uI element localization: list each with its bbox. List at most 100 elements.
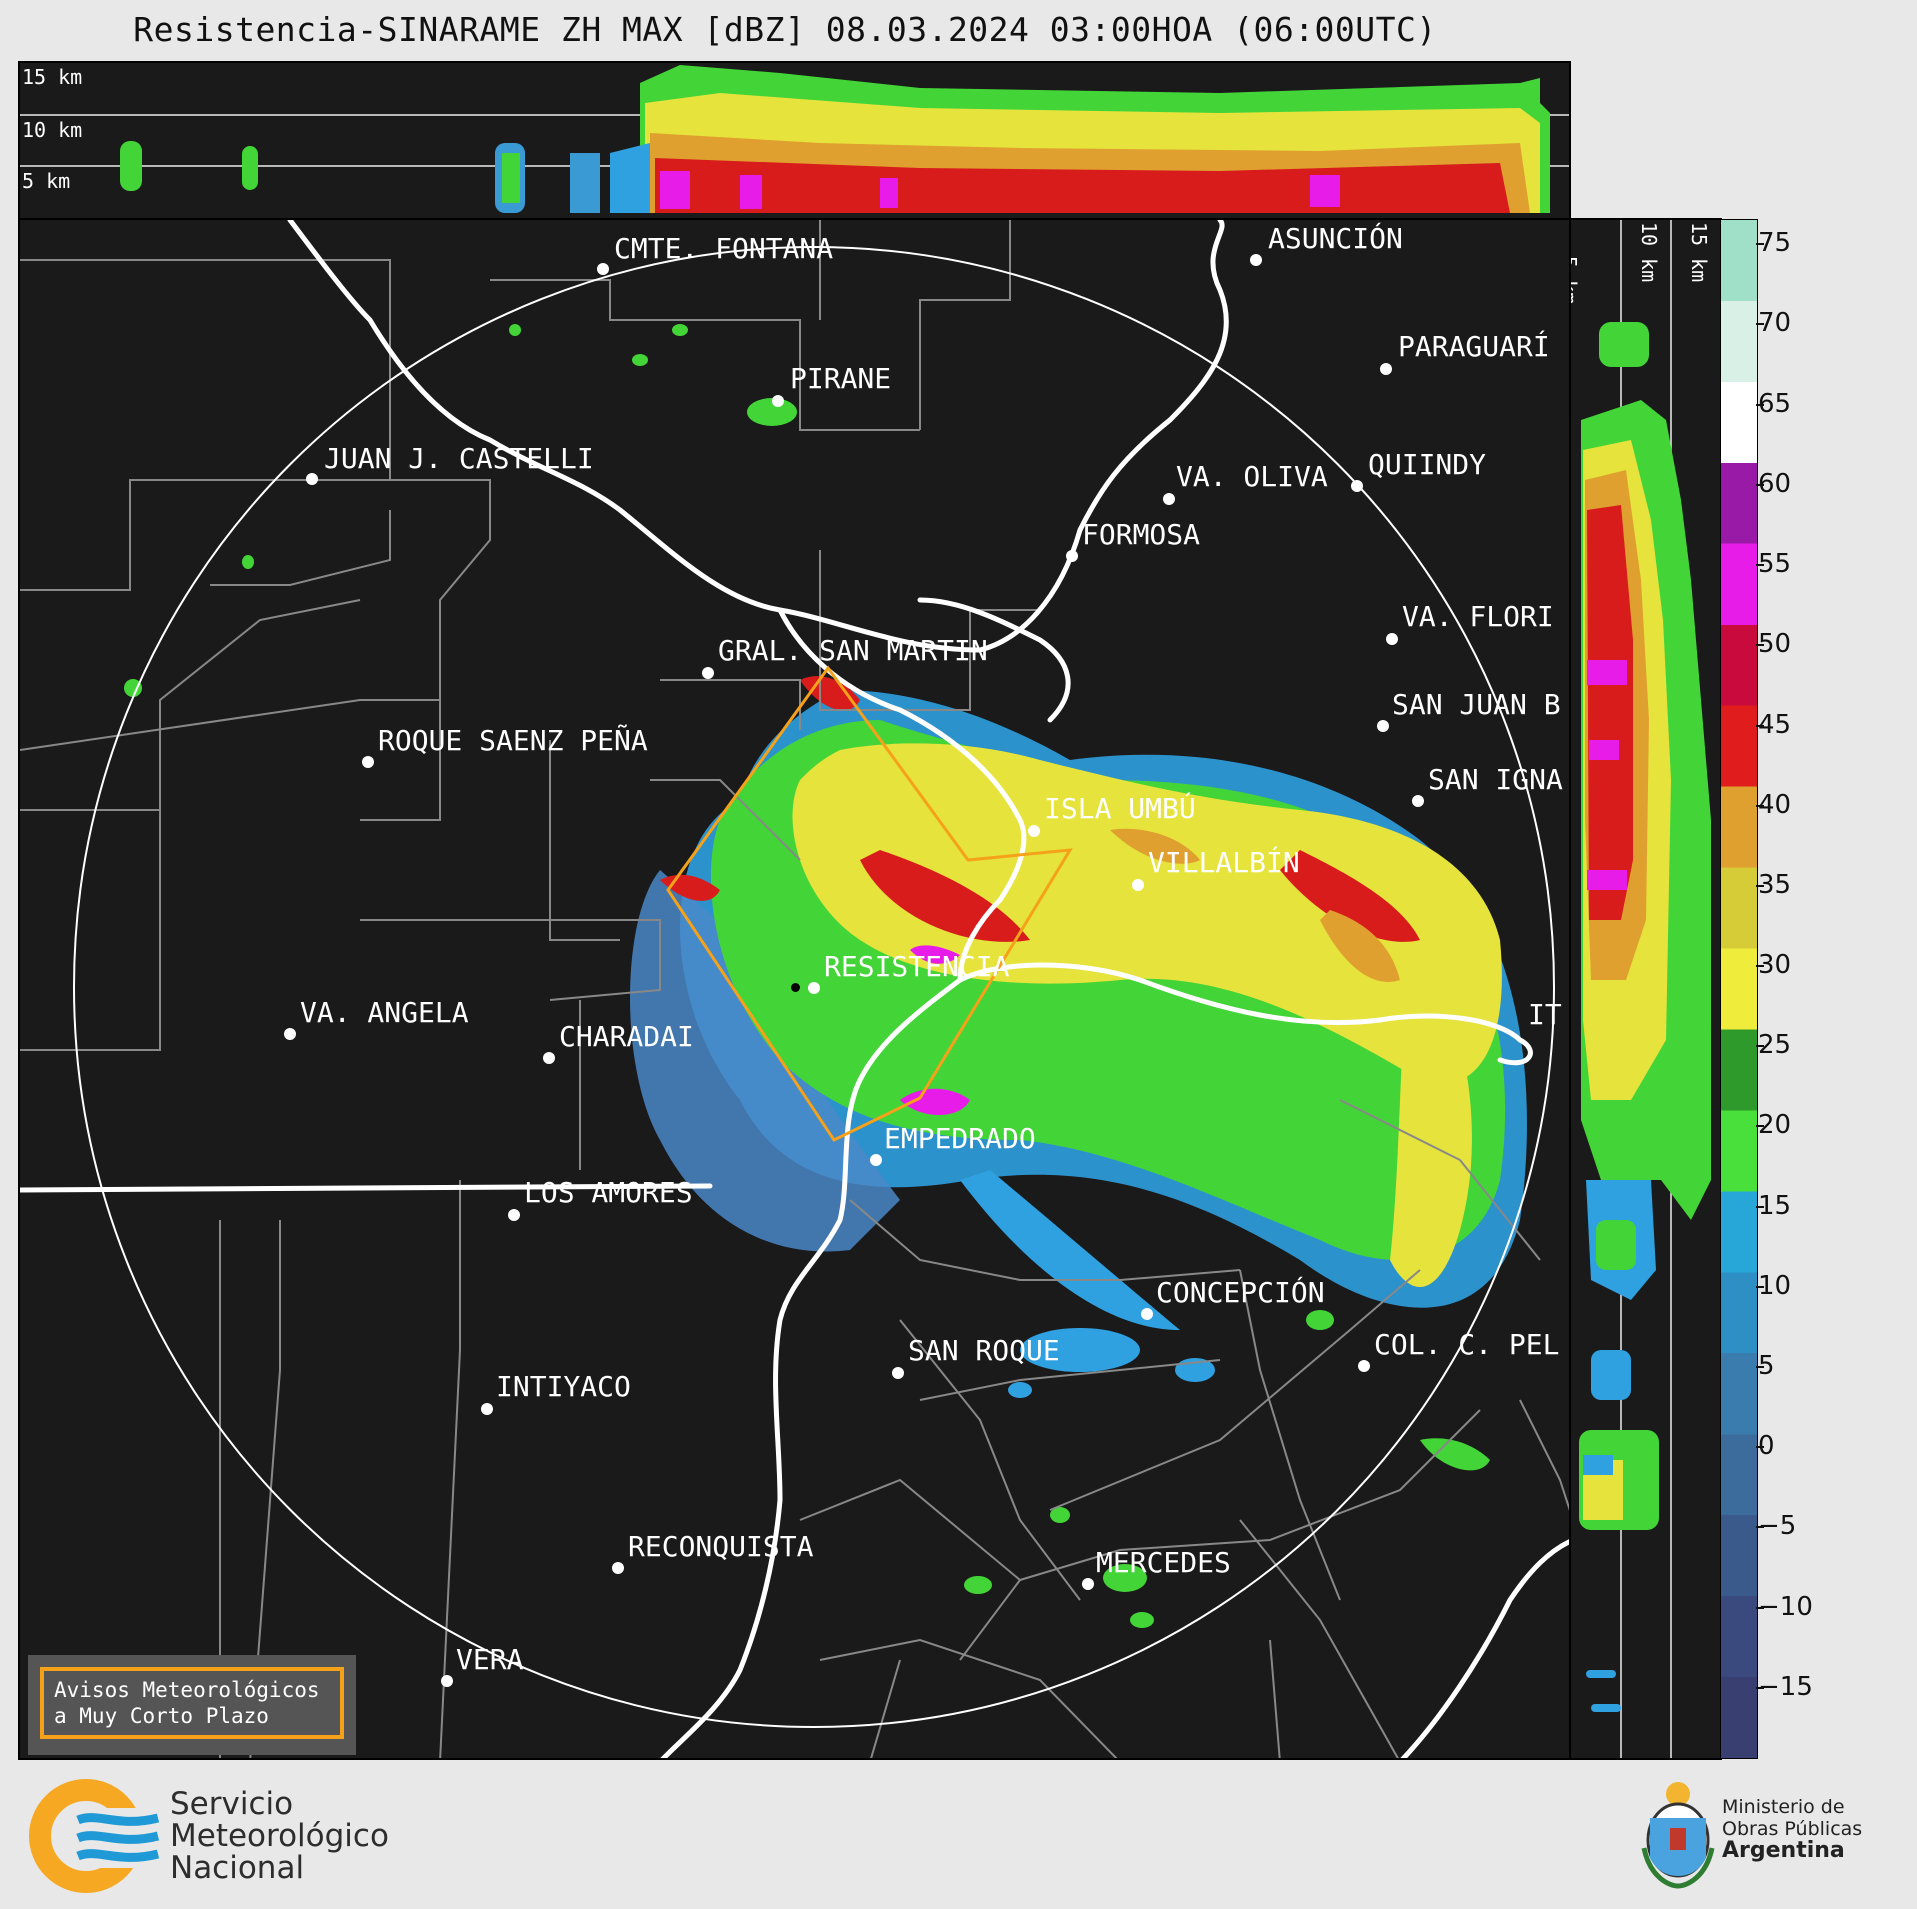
side-height-label-15: 15 km	[1687, 222, 1711, 283]
city-dot	[1066, 550, 1078, 562]
smn-line-1: Servicio	[170, 1786, 294, 1822]
city-label-pirane: PIRANE	[790, 362, 892, 395]
city-label-gral-san-martin: GRAL. SAN MARTIN	[718, 634, 988, 667]
radar-range-ring	[73, 246, 1555, 1728]
top-height-label-15: 15 km	[22, 65, 83, 89]
colorbar-tick-50: 50	[1755, 629, 1792, 659]
city-dot	[1380, 363, 1392, 375]
colorbar-tick-15: 15	[1755, 1191, 1792, 1221]
city-dot	[543, 1052, 555, 1064]
city-label-intiyaco: INTIYACO	[496, 1370, 631, 1403]
smn-emblem-icon	[29, 1779, 160, 1893]
colorbar-tick-40: 40	[1755, 790, 1792, 820]
city-dot	[612, 1562, 624, 1574]
side-section-echoes	[1579, 220, 1711, 1758]
notice-box: Avisos Meteorológicos a Muy Corto Plazo	[28, 1655, 356, 1755]
reflectivity-colorbar	[1720, 219, 1758, 1759]
city-dot	[1386, 633, 1398, 645]
city-label-resistencia: RESISTENCIA	[824, 950, 1010, 983]
colorbar-tick-75: 75	[1755, 228, 1792, 258]
city-dot	[1028, 825, 1040, 837]
colorbar-tick-55: 55	[1755, 549, 1792, 579]
ministry-logo-text: Ministerio de Obras Públicas Argentina	[1722, 1796, 1862, 1862]
city-dot	[1141, 1308, 1153, 1320]
city-label-juan-j-castelli: JUAN J. CASTELLI	[324, 442, 594, 475]
city-label-charadai: CHARADAI	[559, 1020, 694, 1053]
city-dot	[284, 1028, 296, 1040]
city-dot	[702, 667, 714, 679]
city-label-concepcion: CONCEPCIÓN	[1156, 1276, 1325, 1309]
ministry-logo: Ministerio de Obras Públicas Argentina	[1640, 1778, 1900, 1893]
city-label-asuncion: ASUNCIÓN	[1268, 222, 1403, 255]
smn-line-2: Meteorológico	[170, 1818, 389, 1854]
smn-logo: Servicio Meteorológico Nacional	[28, 1778, 448, 1893]
radar-map-drawing	[20, 220, 1569, 1758]
city-dot	[1377, 720, 1389, 732]
city-label-villalbin: VILLALBÍN	[1148, 846, 1300, 879]
side-height-label-5: 5 km	[1569, 256, 1581, 305]
city-label-reconquista: RECONQUISTA	[628, 1530, 814, 1563]
rivers	[20, 220, 1569, 1758]
city-label-col-c-pel: COL. C. PEL	[1374, 1328, 1560, 1361]
city-dot	[1351, 480, 1363, 492]
colorbar-tick-minus15: −15	[1756, 1672, 1813, 1702]
top-section-echoes	[20, 65, 1569, 213]
colorbar-tick-45: 45	[1755, 710, 1792, 740]
colorbar-tick-30: 30	[1755, 950, 1792, 980]
city-dot	[481, 1403, 493, 1415]
city-dot	[597, 263, 609, 275]
notice-line-1: Avisos Meteorológicos	[54, 1678, 320, 1702]
top-cross-section: 15 km 10 km 5 km	[18, 61, 1571, 220]
city-dot	[508, 1209, 520, 1221]
city-label-va-angela: VA. ANGELA	[300, 996, 469, 1029]
top-height-label-5: 5 km	[22, 169, 71, 193]
city-label-mercedes: MERCEDES	[1096, 1546, 1231, 1579]
colorbar-tick-70: 70	[1755, 308, 1792, 338]
city-label-va-oliva: VA. OLIVA	[1176, 460, 1328, 493]
smn-line-3: Nacional	[170, 1850, 305, 1886]
city-label-it: IT	[1528, 998, 1562, 1031]
city-dot	[1132, 879, 1144, 891]
city-label-los-amores: LOS AMORES	[524, 1176, 693, 1209]
notice-line-2: a Muy Corto Plazo	[54, 1704, 269, 1728]
city-label-san-juan-b: SAN JUAN B	[1392, 688, 1561, 721]
city-dot	[306, 473, 318, 485]
map-title: Resistencia-SINARAME ZH MAX [dBZ] 08.03.…	[133, 10, 1437, 49]
city-label-san-roque: SAN ROQUE	[908, 1334, 1060, 1367]
radar-site-marker	[791, 983, 800, 992]
colorbar-tick-minus10: −10	[1756, 1592, 1813, 1622]
city-label-va-flori: VA. FLORI	[1402, 600, 1554, 633]
colorbar-tick-60: 60	[1755, 469, 1792, 499]
city-label-empedrado: EMPEDRADO	[884, 1122, 1036, 1155]
city-dot	[362, 756, 374, 768]
city-dot	[772, 395, 784, 407]
colorbar-tick-25: 25	[1755, 1030, 1792, 1060]
city-dot	[1082, 1578, 1094, 1590]
coat-of-arms-icon	[1641, 1782, 1715, 1889]
top-height-label-10: 10 km	[22, 118, 83, 142]
ministry-line-2: Obras Públicas	[1722, 1818, 1863, 1840]
reflectivity-echoes	[124, 324, 1527, 1628]
colorbar-tick-5: 5	[1756, 1351, 1775, 1381]
city-dot	[1358, 1360, 1370, 1372]
city-dot	[1163, 493, 1175, 505]
city-label-isla-umbu: ISLA UMBÚ	[1044, 792, 1196, 825]
ministry-line-1: Ministerio de	[1722, 1796, 1845, 1818]
side-height-label-10: 10 km	[1637, 222, 1661, 283]
city-label-vera: VERA	[456, 1643, 524, 1676]
city-dot	[808, 982, 820, 994]
city-dot	[1412, 795, 1424, 807]
smn-logo-text: Servicio Meteorológico Nacional	[170, 1788, 389, 1884]
city-label-formosa: FORMOSA	[1082, 518, 1201, 551]
colorbar-tick-minus5: −5	[1755, 1511, 1797, 1541]
city-dot	[870, 1154, 882, 1166]
warning-polygon	[666, 665, 1073, 1142]
city-label-roque-saenz-pena: ROQUE SAENZ PEÑA	[378, 724, 648, 757]
city-label-cmte-fontana: CMTE. FONTANA	[614, 232, 834, 265]
city-dot	[441, 1675, 453, 1687]
colorbar-tick-20: 20	[1755, 1110, 1792, 1140]
side-cross-section: 5 km 10 km 15 km	[1569, 218, 1722, 1760]
ministry-line-3: Argentina	[1722, 1838, 1845, 1863]
city-label-quiindy: QUIINDY	[1368, 448, 1487, 481]
colorbar-tick-10: 10	[1755, 1271, 1792, 1301]
